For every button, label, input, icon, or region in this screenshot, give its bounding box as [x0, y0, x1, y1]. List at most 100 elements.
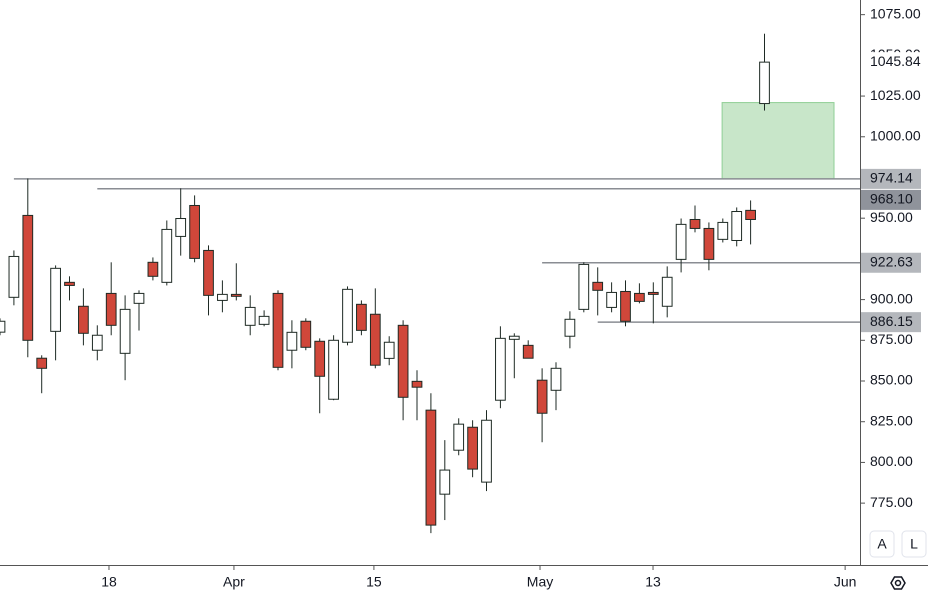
- candle: [745, 200, 756, 245]
- candle: [383, 336, 395, 366]
- y-tick-label: 1075.00: [870, 5, 921, 21]
- candle: [481, 410, 492, 492]
- level-label-box: [861, 189, 921, 210]
- candle: [495, 326, 506, 409]
- candle-body: [342, 288, 353, 343]
- candle-body: [328, 339, 339, 400]
- candle-body: [272, 292, 284, 368]
- candle: [342, 286, 353, 346]
- candle: [91, 325, 103, 361]
- candle-body: [64, 281, 75, 286]
- candle-body: [217, 293, 228, 301]
- candle: [606, 282, 617, 313]
- candle-body: [620, 290, 631, 322]
- candle: [258, 310, 270, 327]
- level-label-box: [861, 168, 921, 189]
- candle-body: [397, 324, 409, 398]
- candle: [189, 195, 200, 263]
- candle-body: [453, 423, 465, 451]
- candle: [550, 362, 562, 411]
- candle-body: [244, 306, 256, 326]
- last-price-label: 1045.84: [870, 53, 921, 69]
- level-label: 922.63: [870, 253, 913, 269]
- candle: [50, 265, 61, 361]
- control-button[interactable]: [869, 530, 895, 558]
- candle-body: [606, 291, 617, 308]
- x-tick-label: Apr: [223, 574, 245, 590]
- candle: [647, 282, 659, 324]
- candle: [105, 262, 117, 336]
- y-tick-label: 875.00: [870, 331, 913, 347]
- level-label: 968.10: [870, 191, 913, 207]
- candle-body: [634, 292, 645, 302]
- candle-body: [133, 292, 145, 304]
- candle-body: [119, 308, 131, 354]
- candle-body: [425, 409, 437, 526]
- candle-body: [675, 223, 687, 260]
- candle-body: [175, 218, 187, 237]
- candle-body: [564, 318, 576, 337]
- settings-hex: [890, 576, 906, 590]
- candle: [300, 318, 312, 351]
- candle: [592, 267, 604, 316]
- candle: [147, 257, 159, 281]
- x-tick-label: 13: [645, 574, 661, 590]
- candle: [8, 250, 20, 306]
- candle: [244, 295, 256, 336]
- candle: [522, 340, 534, 359]
- candle-body: [731, 211, 743, 241]
- candle: [175, 188, 187, 256]
- candle-body: [0, 320, 6, 333]
- control-button-label: L: [910, 536, 918, 552]
- candle-body: [647, 291, 659, 295]
- candle: [272, 290, 284, 371]
- control-button-label: A: [877, 536, 887, 552]
- candle-body: [36, 357, 48, 369]
- candle: [453, 418, 465, 456]
- candle-body: [369, 313, 381, 366]
- candle: [314, 338, 326, 414]
- level-label-box: [861, 252, 921, 273]
- level-label: 974.14: [870, 170, 913, 186]
- y-tick-label: 1000.00: [870, 127, 921, 143]
- candle: [634, 283, 645, 304]
- candle-body: [383, 341, 395, 359]
- candle-body: [300, 320, 312, 348]
- candle-body: [105, 292, 117, 326]
- level-label-box: [861, 312, 921, 333]
- candle: [286, 320, 298, 369]
- candle-body: [50, 267, 61, 332]
- candle: [620, 280, 631, 327]
- candle-body: [495, 337, 506, 401]
- y-tick-label: 850.00: [870, 372, 913, 388]
- candle-body: [147, 261, 159, 277]
- candle-body: [439, 469, 451, 495]
- y-tick-label: 950.00: [870, 209, 913, 225]
- y-tick-label: 775.00: [870, 494, 913, 510]
- candle: [22, 178, 34, 358]
- candle: [439, 440, 451, 521]
- target-zone: [721, 102, 835, 180]
- candle: [36, 355, 48, 394]
- candle: [203, 245, 214, 316]
- candle-body: [411, 380, 423, 388]
- candle: [731, 207, 743, 247]
- candle: [0, 318, 6, 336]
- control-button[interactable]: [901, 530, 927, 558]
- settings-icon[interactable]: [890, 576, 906, 590]
- candle-body: [356, 303, 367, 331]
- candle: [119, 295, 131, 381]
- candle: [64, 276, 75, 301]
- candle: [356, 300, 367, 336]
- candle: [217, 280, 228, 313]
- candle: [759, 33, 770, 111]
- candle: [675, 218, 687, 273]
- candle-body: [759, 61, 770, 105]
- candle: [133, 290, 145, 331]
- x-tick-label: May: [527, 574, 553, 590]
- y-tick-label: 825.00: [870, 412, 913, 428]
- candle: [536, 368, 548, 443]
- candle-body: [22, 214, 34, 341]
